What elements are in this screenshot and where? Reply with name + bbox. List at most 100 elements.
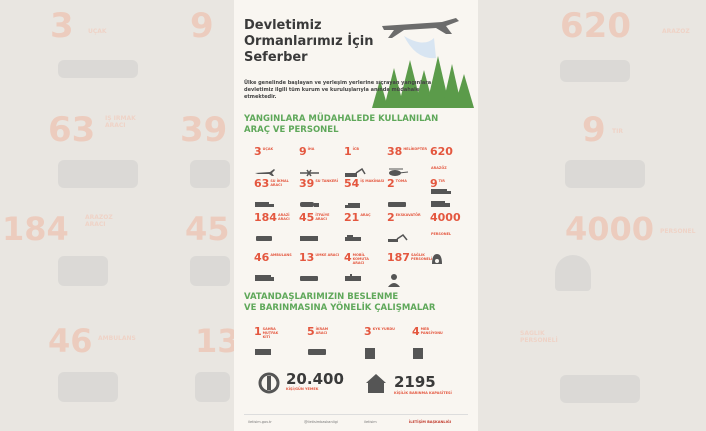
stat-number: 4000	[430, 211, 461, 224]
footer-social[interactable]: @iletisimbaskanligi	[304, 420, 338, 424]
section-heading-nutrition: VATANDAŞLARIMIZIN BESLENME VE BARINMASIN…	[244, 292, 435, 314]
stat-label: MEB PANSİYONU	[420, 327, 443, 335]
stat-label: HELİKOPTER	[403, 147, 427, 151]
stat-pension: 4MEB PANSİYONU	[412, 326, 445, 359]
stat-planes: 3UÇAK	[254, 146, 276, 177]
stat-umke: 13UMKE ARACI	[299, 252, 339, 283]
bg-vehicle-icon	[560, 375, 640, 403]
bg-label: PERSONEL	[660, 228, 696, 235]
bg-label: ARAZÖZ	[662, 28, 690, 35]
plane-forest-illustration	[372, 18, 474, 108]
section-heading-vehicles: YANGINLARA MÜDAHALEDE KULLANILAN ARAÇ VE…	[244, 114, 438, 136]
bg-vehicle-icon	[58, 256, 108, 286]
bg-number: 63	[48, 110, 96, 150]
medic-icon	[388, 274, 400, 287]
shelter-number: 2195	[394, 373, 436, 391]
building-icon	[413, 348, 423, 359]
meals-label: KİŞİ/GÜN YEMEK	[286, 387, 319, 391]
stat-label: İKRAM ARACI	[315, 327, 329, 335]
stat-number: 45	[299, 211, 315, 224]
bg-vehicle-icon	[58, 160, 138, 188]
stat-excavators: 2EKSKAVATÖR	[387, 211, 421, 243]
semi-truck-icon	[431, 201, 450, 207]
stat-label: SU İKMAL ARACI	[270, 179, 289, 187]
stat-kitchen-kit: 1SAHRA MUTFAK KİTİ	[254, 326, 287, 357]
stat-machines: 54İŞ MAKİNASI	[344, 178, 384, 209]
title-line: Ormanlarımız İçin	[244, 34, 374, 49]
meals-number: 20.400	[286, 370, 344, 388]
stat-number: 1	[254, 325, 262, 338]
stat-fire-trucks: 620 ARAZÖZ	[430, 146, 468, 196]
stat-number: 46	[254, 251, 270, 264]
armored-truck-icon	[388, 202, 406, 207]
bg-label: UÇAK	[88, 28, 107, 35]
stat-ambulances: 46AMBULANS	[254, 252, 292, 283]
bg-number: 9	[582, 110, 606, 150]
fire-truck-icon	[431, 189, 451, 194]
stat-label: ARAZÖZ	[431, 166, 447, 170]
section-line: ARAÇ VE PERSONEL	[244, 125, 339, 135]
stat-off-road: 184ARAZİ ARACI	[254, 212, 302, 243]
stat-number: 187	[387, 251, 410, 264]
ambulance-icon	[255, 275, 274, 281]
excavator-icon	[388, 234, 408, 242]
section-line: VATANDAŞLARIMIZIN BESLENME	[244, 292, 399, 302]
catering-bus-icon	[308, 349, 326, 355]
stat-personnel: 4000 PERSONEL	[430, 212, 468, 266]
footer-social-2[interactable]: iletisim	[364, 420, 377, 424]
section-line: YANGINLARA MÜDAHALEDE KULLANILAN	[244, 114, 439, 124]
forest-icon	[372, 56, 474, 108]
bg-number: 46	[48, 322, 93, 360]
house-icon	[366, 374, 386, 393]
stat-number: 5	[307, 325, 315, 338]
truck-icon	[255, 202, 274, 207]
bg-vehicle-icon	[190, 256, 230, 286]
stat-label: EKSKAVATÖR	[395, 213, 421, 217]
stat-number: 2	[387, 211, 395, 224]
stat-number: 21	[344, 211, 360, 224]
stat-label: SAHRA MUTFAK KİTİ	[262, 327, 279, 339]
bg-vehicle-icon	[190, 160, 230, 188]
infographic-poster: Devletimiz Ormanlarımız İçin Seferber Ül…	[234, 0, 478, 431]
plane-icon	[255, 169, 275, 176]
stat-number: 39	[299, 177, 315, 190]
stat-label: KYK YURDU	[372, 327, 395, 331]
bg-vehicle-icon	[565, 160, 645, 188]
stat-label: ARAÇ	[360, 213, 371, 217]
stat-number: 9	[299, 145, 307, 158]
title-line: Devletimiz	[244, 18, 322, 33]
footer-brand: İLETİŞİM BAŞKANLIĞI	[409, 420, 452, 424]
section-line: VE BARINMASINA YÖNELİK ÇALIŞMALAR	[244, 303, 436, 313]
bg-label: AMBULANS	[98, 335, 136, 342]
stat-trucks: 9TIR	[430, 178, 452, 209]
stat-dormitory: 3KYK YURDU	[364, 326, 395, 359]
plane-icon	[382, 18, 459, 38]
stat-label: İCB	[352, 147, 359, 151]
stat-label: SAĞLIK PERSONELİ	[410, 253, 433, 261]
helicopter-icon	[389, 168, 409, 176]
stat-toma: 2TOMA	[387, 178, 409, 209]
bg-vehicle-icon	[58, 372, 118, 402]
stat-label: MOBİL KOMUTA ARACI	[352, 253, 369, 265]
stat-label: AMBULANS	[270, 253, 292, 257]
stat-shelter: 2195 KİŞİLİK BARINMA KAPASİTESİ	[364, 372, 454, 395]
stat-number: 620	[430, 145, 453, 158]
kitchen-truck-icon	[255, 349, 271, 355]
bg-label: İŞ İRMAK ARACI	[105, 115, 136, 129]
stat-label: İŞ MAKİNASI	[360, 179, 385, 183]
stat-number: 9	[430, 177, 438, 190]
bg-number: 3	[50, 6, 74, 46]
stat-number: 54	[344, 177, 360, 190]
excavator-icon	[345, 168, 366, 177]
stat-number: 38	[387, 145, 403, 158]
bg-number: 39	[180, 110, 228, 150]
footer: iletisim.gov.tr @iletisimbaskanligi ilet…	[244, 414, 468, 431]
footer-site-link[interactable]: iletisim.gov.tr	[248, 420, 272, 424]
stat-meals: 20.400 KİŞİ/GÜN YEMEK	[258, 370, 344, 394]
drone-icon	[300, 169, 319, 177]
bg-number: 620	[560, 6, 631, 46]
stat-label: TOMA	[395, 179, 407, 183]
firefighter-helmet-icon	[432, 254, 442, 264]
stat-number: 3	[364, 325, 372, 338]
stat-number: 4	[412, 325, 420, 338]
